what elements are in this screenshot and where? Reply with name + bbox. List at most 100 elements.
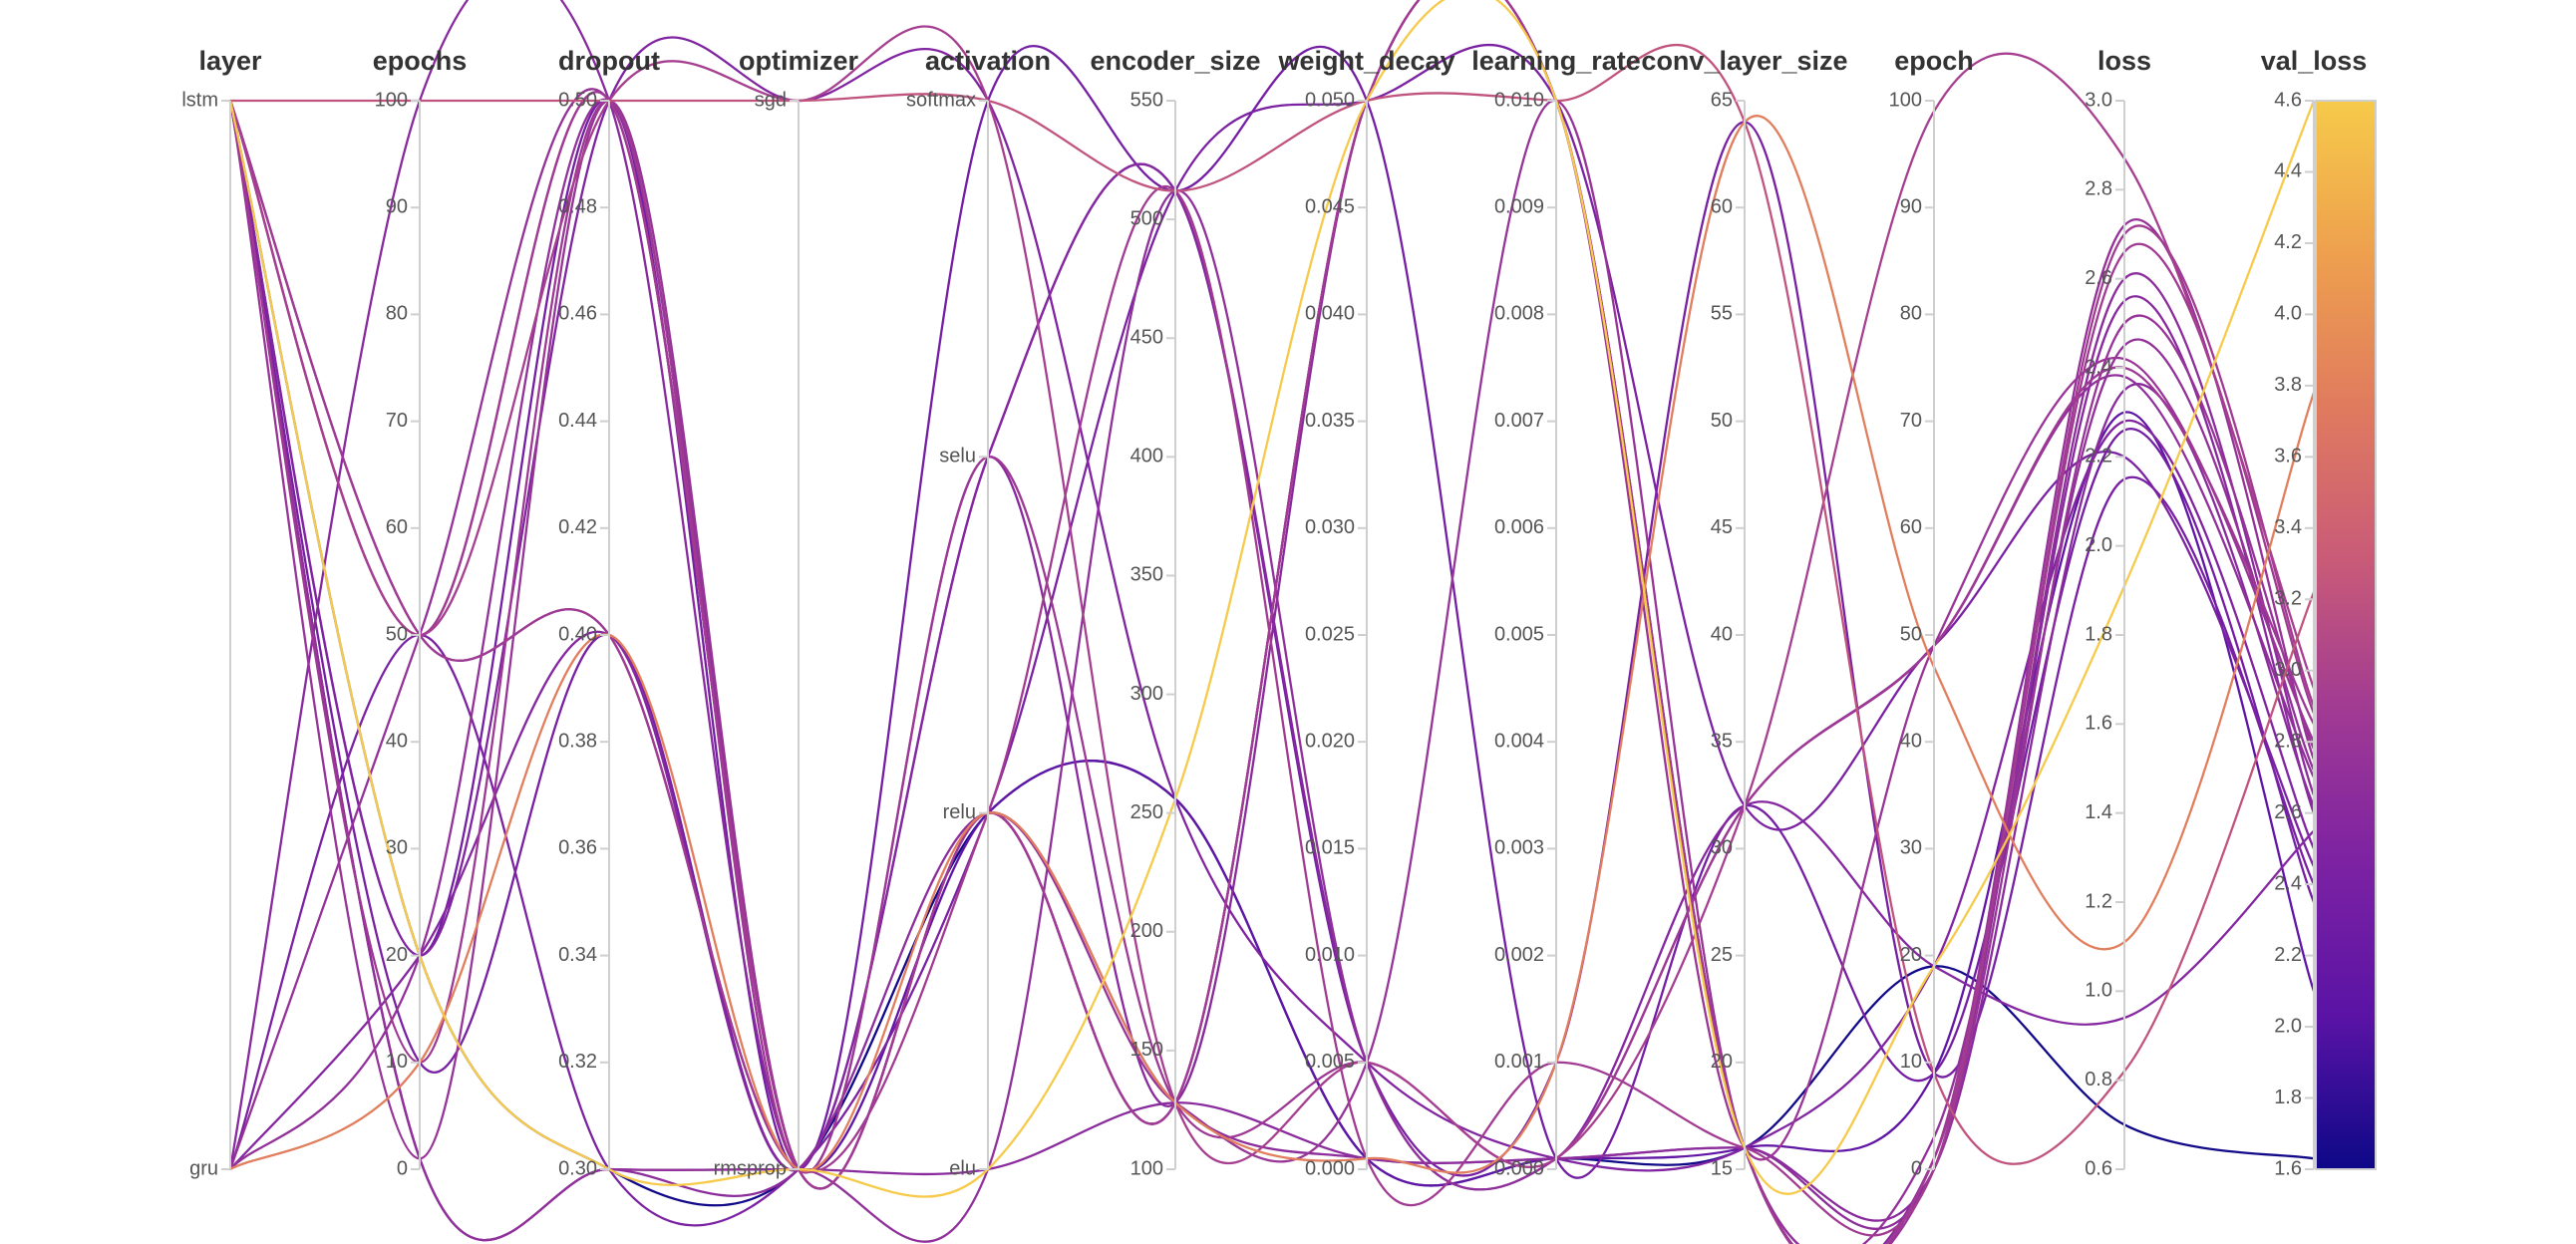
run-line[interactable] xyxy=(229,115,2316,1174)
tick-label: 0.025 xyxy=(1305,623,1355,645)
run-line[interactable] xyxy=(228,99,2316,1244)
tick-label: selu xyxy=(939,446,976,467)
tick-label: 0.002 xyxy=(1494,944,1544,966)
run-line[interactable] xyxy=(228,25,2316,1168)
tick-label: 0.030 xyxy=(1305,516,1355,538)
tick-label: 0.007 xyxy=(1494,410,1544,432)
tick-label: 0.001 xyxy=(1494,1051,1544,1073)
axis-title: dropout xyxy=(558,46,660,76)
tick-label: 500 xyxy=(1130,207,1163,229)
run-line[interactable] xyxy=(228,100,2316,1242)
tick-label: 2.2 xyxy=(2085,446,2112,467)
tick-label: 0.46 xyxy=(558,303,597,325)
tick-label: 0.40 xyxy=(558,623,597,645)
tick-label: 50 xyxy=(386,623,408,645)
tick-label: 40 xyxy=(1711,623,1733,645)
axis-title: epochs xyxy=(373,46,468,76)
tick-label: 60 xyxy=(1711,195,1733,217)
tick-label: 30 xyxy=(1900,837,1922,859)
tick-label: 1.6 xyxy=(2274,1157,2302,1179)
run-line[interactable] xyxy=(228,100,2316,1242)
axis-weight-decay[interactable]: weight_decay 0.000 0.005 0.010 0.015 0.020 0.0… xyxy=(1277,46,1454,1179)
run-line[interactable] xyxy=(228,99,2316,1174)
axis-dropout[interactable]: dropout 0.30 0.32 0.34 0.36 0.38 0.40 0.42 0.44 0… xyxy=(558,46,660,1179)
tick-label: 0.006 xyxy=(1494,516,1544,538)
tick-label: 0.004 xyxy=(1494,730,1544,752)
axis-encoder-size[interactable]: encoder_size 100 150 200 250 300 350 400 450 500 5… xyxy=(1090,46,1260,1179)
tick-label: 2.2 xyxy=(2274,944,2302,966)
run-line[interactable] xyxy=(228,100,2316,1243)
tick-label: 2.6 xyxy=(2085,267,2112,289)
tick-label: 3.6 xyxy=(2274,446,2302,467)
tick-label: 80 xyxy=(1900,303,1922,325)
tick-label: 25 xyxy=(1711,944,1733,966)
tick-label: 35 xyxy=(1711,730,1733,752)
axis-conv-layer-size[interactable]: conv_layer_size 15 20 25 30 35 40 45 50 55 60 65 xyxy=(1641,46,1847,1179)
tick-label: 0.8 xyxy=(2085,1069,2112,1090)
run-line[interactable] xyxy=(229,162,2315,1191)
tick-label: 3.4 xyxy=(2274,516,2302,538)
axis-val-loss[interactable]: val_loss 1.6 1.8 2.0 2.2 2.4 2.6 2.8 3.0 3.2 3.4 3.… xyxy=(2261,46,2368,1179)
tick-label: gru xyxy=(189,1157,218,1179)
tick-label: 0.005 xyxy=(1305,1051,1355,1073)
tick-label: 1.8 xyxy=(2274,1087,2302,1108)
tick-label: 550 xyxy=(1130,89,1163,111)
axis-loss[interactable]: loss 0.6 0.8 1.0 1.2 1.4 1.6 1.8 2.0 2.2 2.4 2.6 2.8… xyxy=(2085,46,2151,1179)
tick-label: 0.045 xyxy=(1305,195,1355,217)
tick-label: 250 xyxy=(1130,801,1163,823)
run-line[interactable] xyxy=(228,36,2316,1172)
axes: layerlstmgruepochs0102030405060708090100… xyxy=(181,46,2377,1179)
tick-label: 0.050 xyxy=(1305,89,1355,111)
tick-label: 0 xyxy=(1911,1157,1922,1179)
axis-title: loss xyxy=(2097,46,2151,76)
tick-label: 3.0 xyxy=(2085,89,2112,111)
axis-epoch[interactable]: epoch 0 10 20 30 40 50 60 70 80 90 100 xyxy=(1889,46,1974,1179)
tick-label: elu xyxy=(949,1157,976,1179)
tick-label: 100 xyxy=(1889,89,1922,111)
run-line[interactable] xyxy=(228,0,2316,1244)
tick-label: 40 xyxy=(386,730,408,752)
tick-label: 70 xyxy=(386,410,408,432)
tick-label: 2.8 xyxy=(2085,178,2112,200)
tick-label: 0.010 xyxy=(1494,89,1544,111)
tick-label: 0.009 xyxy=(1494,195,1544,217)
tick-label: 20 xyxy=(386,944,408,966)
axis-activation[interactable]: activation softmax selu relu elu xyxy=(906,46,1051,1179)
run-line[interactable] xyxy=(228,100,2316,1237)
tick-label: 2.6 xyxy=(2274,801,2302,823)
axis-optimizer[interactable]: optimizer sgd rmsprop xyxy=(714,46,859,1179)
tick-label: 20 xyxy=(1900,944,1922,966)
tick-label: relu xyxy=(943,801,976,823)
tick-label: 4.2 xyxy=(2274,231,2302,253)
tick-label: rmsprop xyxy=(714,1157,787,1179)
tick-label: 4.4 xyxy=(2274,160,2302,182)
tick-label: 70 xyxy=(1900,410,1922,432)
tick-label: 0.035 xyxy=(1305,410,1355,432)
tick-label: 4.0 xyxy=(2274,303,2302,325)
axis-epochs[interactable]: epochs 0 10 20 30 40 50 60 70 80 90 100 xyxy=(373,46,468,1179)
tick-label: 60 xyxy=(1900,516,1922,538)
tick-label: 55 xyxy=(1711,303,1733,325)
run-lines xyxy=(228,0,2316,1244)
tick-label: 15 xyxy=(1711,1157,1733,1179)
axis-learning-rate[interactable]: learning_rate 0.000 0.001 0.002 0.003 0.004 0.… xyxy=(1471,46,1641,1179)
tick-label: 2.4 xyxy=(2274,872,2302,894)
tick-label: 0.003 xyxy=(1494,837,1544,859)
tick-label: 80 xyxy=(386,303,408,325)
run-line[interactable] xyxy=(229,43,2316,1165)
val-loss-colorbar xyxy=(2315,100,2377,1170)
tick-label: 0 xyxy=(397,1157,408,1179)
tick-label: 0.50 xyxy=(558,89,597,111)
run-line[interactable] xyxy=(228,0,2316,1198)
tick-label: 90 xyxy=(1900,195,1922,217)
tick-label: 60 xyxy=(386,516,408,538)
tick-label: 2.0 xyxy=(2274,1015,2302,1037)
axis-title: val_loss xyxy=(2261,46,2368,76)
run-line[interactable] xyxy=(228,0,2316,1190)
tick-label: 0.010 xyxy=(1305,944,1355,966)
tick-label: 0.32 xyxy=(558,1051,597,1073)
axis-layer[interactable]: layer lstm gru xyxy=(181,46,262,1179)
tick-label: 100 xyxy=(375,89,408,111)
tick-label: 2.4 xyxy=(2085,356,2112,378)
tick-label: 400 xyxy=(1130,446,1163,467)
